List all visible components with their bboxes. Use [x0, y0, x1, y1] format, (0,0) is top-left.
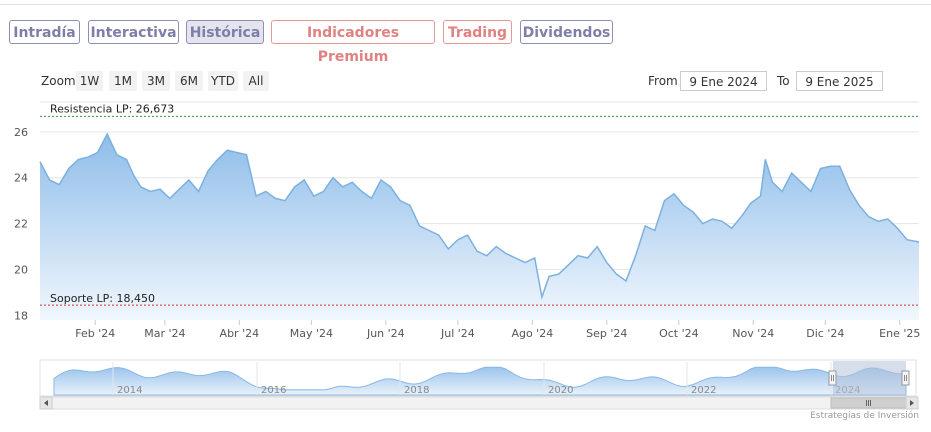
tab-interactiva[interactable]: Interactiva: [88, 20, 179, 44]
x-tick-label: Nov '24: [732, 327, 774, 340]
x-tick-label: Ene '25: [879, 327, 920, 340]
x-tick-label: Dic '24: [806, 327, 844, 340]
x-tick-label: Feb '24: [75, 327, 115, 340]
y-tick-label: 18: [14, 309, 28, 322]
y-tick-label: 26: [14, 126, 28, 139]
x-tick-label: May '24: [290, 327, 333, 340]
x-tick-label: Abr '24: [220, 327, 260, 340]
zoom-ytd-button[interactable]: YTD: [208, 71, 238, 91]
y-tick-label: 22: [14, 218, 28, 231]
from-date-input[interactable]: 9 Ene 2024: [680, 71, 767, 91]
tab-indicadores-premium[interactable]: Indicadores Premium: [271, 20, 435, 65]
zoom-3m-button[interactable]: 3M: [142, 71, 170, 91]
y-tick-label: 24: [14, 172, 28, 185]
zoom-6m-button[interactable]: 6M: [175, 71, 203, 91]
navigator-handle-right[interactable]: [901, 370, 910, 386]
navigator-year-label: 2014: [117, 385, 142, 396]
x-tick-label: Jun '24: [366, 327, 405, 340]
from-label: From: [648, 74, 678, 88]
support-label: Soporte LP: 18,450: [50, 292, 155, 305]
navigator[interactable]: 201420162018202020222024: [39, 359, 917, 397]
chevron-right-icon: [910, 400, 914, 406]
navigator-year-label: 2016: [261, 385, 286, 396]
navigator-year-label: 2022: [691, 385, 716, 396]
zoom-1m-button[interactable]: 1M: [109, 71, 137, 91]
x-axis-labels: Feb '24 Mar '24 Abr '24 May '24 Jun '24 Jul '…: [75, 320, 920, 340]
navigator-handle-left[interactable]: [828, 370, 837, 386]
price-line: [39, 132, 920, 301]
zoom-1w-button[interactable]: 1W: [76, 71, 103, 91]
resistance-label: Resistencia LP: 26,673: [50, 102, 174, 115]
zoom-label: Zoom: [41, 74, 76, 88]
x-tick-label: Oct '24: [659, 327, 699, 340]
y-tick-label: 20: [14, 264, 28, 277]
x-tick-label: Jul '24: [440, 327, 475, 340]
tab-historica[interactable]: Histórica: [186, 20, 264, 44]
tab-dividendos[interactable]: Dividendos: [520, 20, 613, 44]
x-tick-label: Mar '24: [144, 327, 185, 340]
tab-trading[interactable]: Trading: [443, 20, 512, 44]
zoom-all-button[interactable]: All: [243, 71, 269, 91]
price-area: [40, 134, 919, 320]
x-tick-label: Ago '24: [511, 327, 553, 340]
y-axis-labels: 18 20 22 24 26: [14, 126, 28, 323]
x-tick-label: Sep '24: [586, 327, 627, 340]
chevron-left-icon: [44, 400, 48, 406]
tab-intradia[interactable]: Intradía: [9, 20, 80, 44]
credits-text: Estrategias de Inversión: [810, 411, 919, 421]
navigator-area: [53, 366, 907, 396]
to-date-input[interactable]: 9 Ene 2025: [796, 71, 883, 91]
scrollbar-track[interactable]: [39, 396, 919, 410]
navigator-year-label: 2018: [404, 385, 429, 396]
to-label: To: [777, 74, 790, 88]
navigator-year-label: 2020: [548, 385, 573, 396]
top-divider: [0, 4, 931, 5]
navigator-selection[interactable]: [833, 361, 906, 395]
scrollbar[interactable]: [39, 396, 919, 410]
